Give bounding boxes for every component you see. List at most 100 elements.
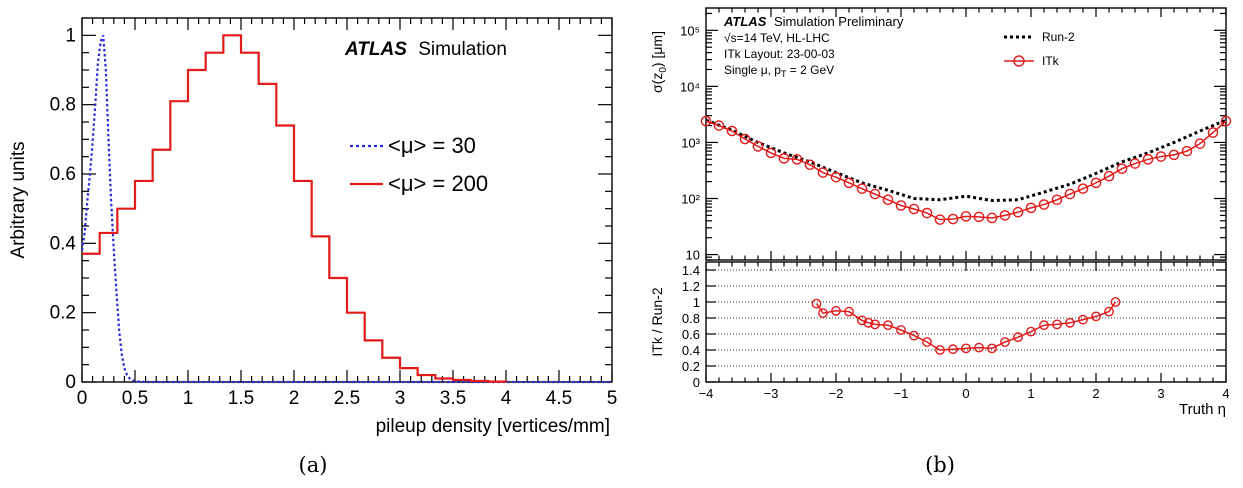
series-itk-marker xyxy=(830,171,842,183)
panel-a-ticks: 0 0.5 1 1.5 2 2.5 3 3.5 4 4.5 5 0 0.2 0.4 0.6 0.8 1 xyxy=(50,18,618,409)
series-ratio-marker xyxy=(961,343,971,354)
series-ratio-marker xyxy=(1104,306,1114,317)
panel-b-ticks: −4 −3 −2 −1 0 1 2 3 41010²10³10⁴10⁵00.20.40.60.8… xyxy=(680,8,1230,401)
b-ratio-y-tick-label: 0.4 xyxy=(682,343,700,358)
series-ratio-marker xyxy=(1039,320,1049,331)
series-ratio-marker xyxy=(1091,311,1101,322)
legend-label-mu30: <μ> = 30 xyxy=(388,133,476,158)
series-itk-marker xyxy=(1103,170,1115,182)
series-ratio-marker xyxy=(896,325,906,335)
series-itk-marker xyxy=(882,194,894,206)
series-mu200-histogram xyxy=(82,34,508,383)
b-x-tick-label: −2 xyxy=(829,386,844,401)
series-run2-line xyxy=(705,118,1227,203)
series-itk-marker xyxy=(947,213,959,225)
panel-b-top-y-axis-label: σ(z0) [μm] xyxy=(649,31,669,93)
b-top-y-tick-label: 10² xyxy=(681,192,700,207)
series-itk-marker xyxy=(1064,188,1076,200)
series-ratio-marker xyxy=(1110,297,1121,307)
panel-b-experiment-label: ATLAS Simulation Preliminary xyxy=(723,14,904,29)
b-x-tick-label: −4 xyxy=(699,386,714,401)
panel-b-info-single-mu: Single μ, pT = 2 GeV xyxy=(724,63,834,79)
panel-a-caption: (a) xyxy=(299,453,328,477)
b-x-tick-label: 3 xyxy=(1157,386,1164,401)
series-itk-marker xyxy=(1116,163,1128,175)
a-x-tick-label: 0.5 xyxy=(122,388,148,409)
series-itk-marker xyxy=(1142,154,1154,165)
panel-b-ratio-grid xyxy=(706,269,1226,367)
b-top-y-tick-label: 10³ xyxy=(681,135,700,150)
a-y-tick-label: 0.2 xyxy=(50,303,76,324)
series-itk-marker xyxy=(817,167,829,178)
series-itk-marker xyxy=(1207,127,1219,138)
series-itk-marker xyxy=(804,159,816,171)
series-itk-marker xyxy=(1168,149,1180,161)
legend-swatch-itk-marker xyxy=(1013,55,1025,67)
series-ratio-marker xyxy=(870,319,880,330)
panel-b-atlas-suffix: Simulation Preliminary xyxy=(774,14,904,29)
b-top-y-tick-label: 10 xyxy=(686,248,700,263)
panel-a-experiment-label: ATLAS Simulation xyxy=(344,39,507,60)
series-itk-marker xyxy=(1012,206,1024,218)
series-ratio-marker xyxy=(1000,337,1010,347)
series-itk-marker xyxy=(1181,145,1193,157)
series-itk-marker xyxy=(895,200,907,211)
series-itk-marker xyxy=(713,120,725,131)
series-itk-marker xyxy=(1025,202,1037,214)
panel-b-info-sqrt-s: √s=14 TeV, HL-LHC xyxy=(724,31,830,45)
series-itk-marker xyxy=(960,211,972,222)
a-x-tick-label: 1 xyxy=(183,388,194,409)
series-itk-marker xyxy=(1155,151,1167,162)
panel-a-y-axis-label: Arbitrary units xyxy=(8,141,29,258)
series-mu30-line xyxy=(80,34,612,384)
series-itk-marker xyxy=(869,188,881,200)
series-itk-marker xyxy=(973,211,985,223)
series-itk-marker xyxy=(791,154,803,165)
series-ratio-marker xyxy=(1026,326,1036,337)
b-ratio-y-tick-label: 0.2 xyxy=(682,359,700,374)
series-ratio-marker xyxy=(1013,332,1023,343)
series-itk-marker xyxy=(999,210,1011,221)
a-y-tick-label: 0.4 xyxy=(50,233,77,254)
b-x-tick-label: 4 xyxy=(1222,386,1229,401)
b-ratio-y-tick-label: 1 xyxy=(693,295,700,310)
series-itk-marker xyxy=(726,125,738,137)
a-y-tick-label: 1 xyxy=(65,25,76,46)
series-itk-marker xyxy=(921,207,933,219)
series-ratio-marker xyxy=(922,337,932,347)
b-top-y-tick-label: 10⁵ xyxy=(680,23,700,38)
series-ratio-marker xyxy=(844,306,854,317)
series-itk-marker xyxy=(856,183,868,194)
b-ratio-y-tick-label: 0.8 xyxy=(682,311,700,326)
series-itk-marker xyxy=(752,141,764,152)
a-x-tick-label: 3 xyxy=(395,388,406,409)
b-ratio-y-tick-label: 0.6 xyxy=(682,327,700,342)
panel-b-atlas: ATLAS xyxy=(723,14,767,29)
series-itk-marker xyxy=(1051,194,1063,206)
series-ratio-line xyxy=(815,301,1117,351)
panel-a-series xyxy=(80,34,612,384)
series-itk-marker xyxy=(934,214,946,225)
series-itk-line xyxy=(705,120,1227,221)
a-x-tick-label: 4 xyxy=(501,388,512,409)
a-x-tick-label: 5 xyxy=(607,388,618,409)
series-ratio-marker xyxy=(987,343,997,354)
legend-label-run2: Run-2 xyxy=(1042,30,1075,44)
series-itk-marker xyxy=(1194,138,1206,149)
panel-a-frame xyxy=(81,17,613,383)
series-ratio-marker xyxy=(1052,319,1062,330)
panel-b-chart: −4 −3 −2 −1 0 1 2 3 41010²10³10⁴10⁵00.20.40.60.8… xyxy=(649,7,1232,477)
b-top-y-tick-label: 10⁴ xyxy=(680,79,700,94)
series-ratio-marker xyxy=(818,308,828,319)
series-itk-marker xyxy=(908,203,920,215)
panel-b-bottom-frame xyxy=(705,261,1227,383)
a-y-tick-label: 0.8 xyxy=(50,95,76,116)
b-ratio-y-tick-label: 1.4 xyxy=(682,263,700,278)
panel-b-x-axis-label: Truth η xyxy=(1179,401,1226,418)
series-ratio-marker xyxy=(863,317,874,328)
series-itk-marker xyxy=(1077,183,1089,194)
series-ratio-marker xyxy=(1078,314,1088,325)
series-itk-marker xyxy=(1220,115,1232,127)
series-ratio-marker xyxy=(857,315,867,326)
series-itk-marker xyxy=(778,153,790,164)
